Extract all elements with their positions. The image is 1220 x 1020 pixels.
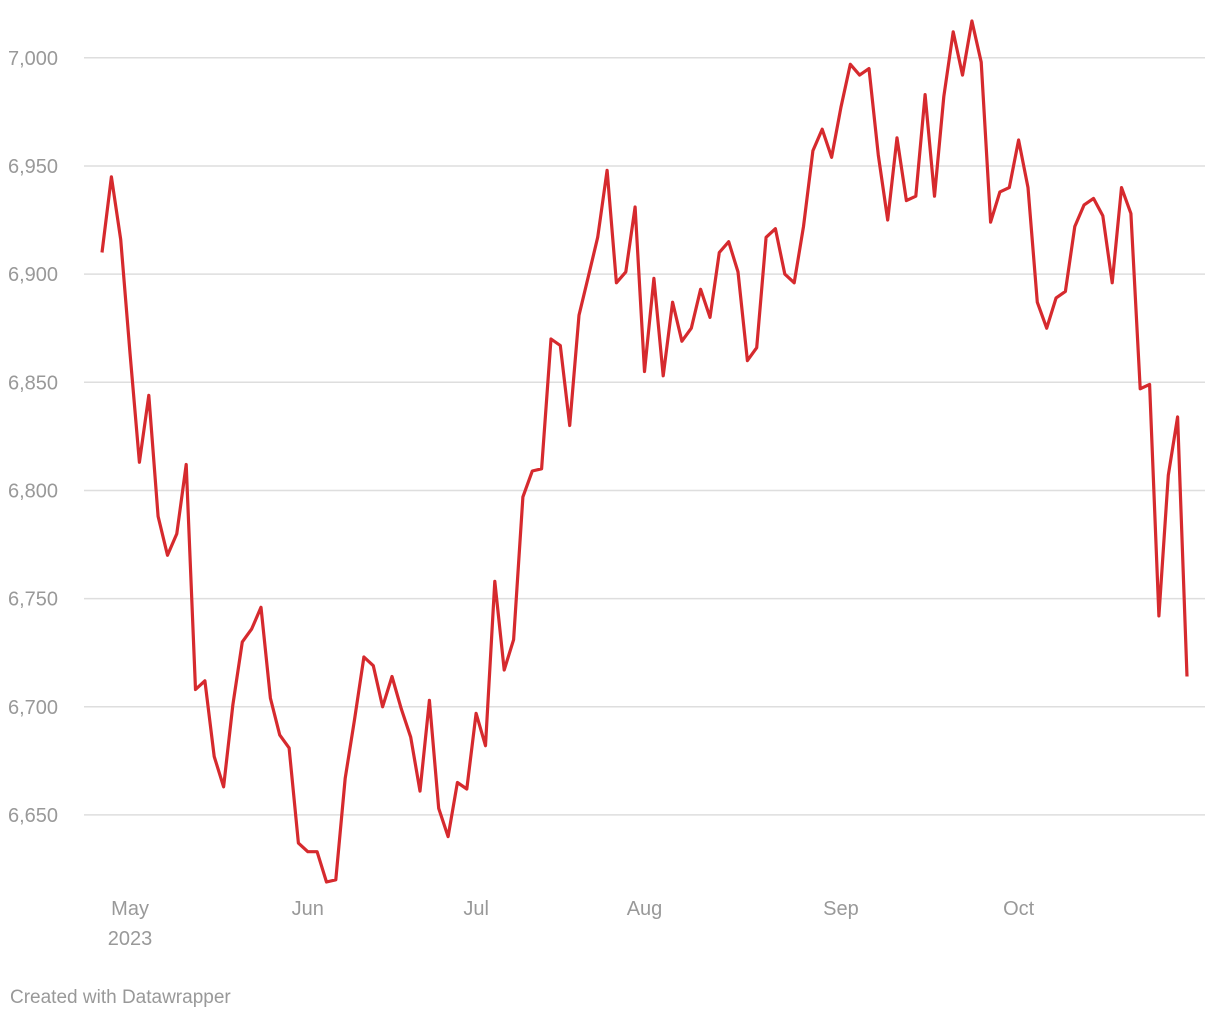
y-tick-label: 6,900 xyxy=(8,264,58,286)
x-tick-label: Jul xyxy=(463,898,489,920)
y-tick-label: 6,650 xyxy=(8,805,58,827)
y-tick-label: 6,750 xyxy=(8,589,58,611)
data-line xyxy=(100,19,1189,884)
x-tick-label: Aug xyxy=(627,898,663,920)
y-tick-label: 7,000 xyxy=(8,48,58,70)
y-tick-label: 6,850 xyxy=(8,372,58,394)
x-tick-label: Jun xyxy=(292,898,324,920)
x-tick-label: Oct xyxy=(1003,898,1035,920)
y-tick-label: 6,700 xyxy=(8,697,58,719)
x-tick-label: Sep xyxy=(823,898,859,920)
y-tick-label: 6,950 xyxy=(8,156,58,178)
x-tick-label: May 2023 xyxy=(108,898,153,950)
footer: Created with Datawrapper xyxy=(10,987,231,1008)
y-tick-label: 6,800 xyxy=(8,480,58,502)
